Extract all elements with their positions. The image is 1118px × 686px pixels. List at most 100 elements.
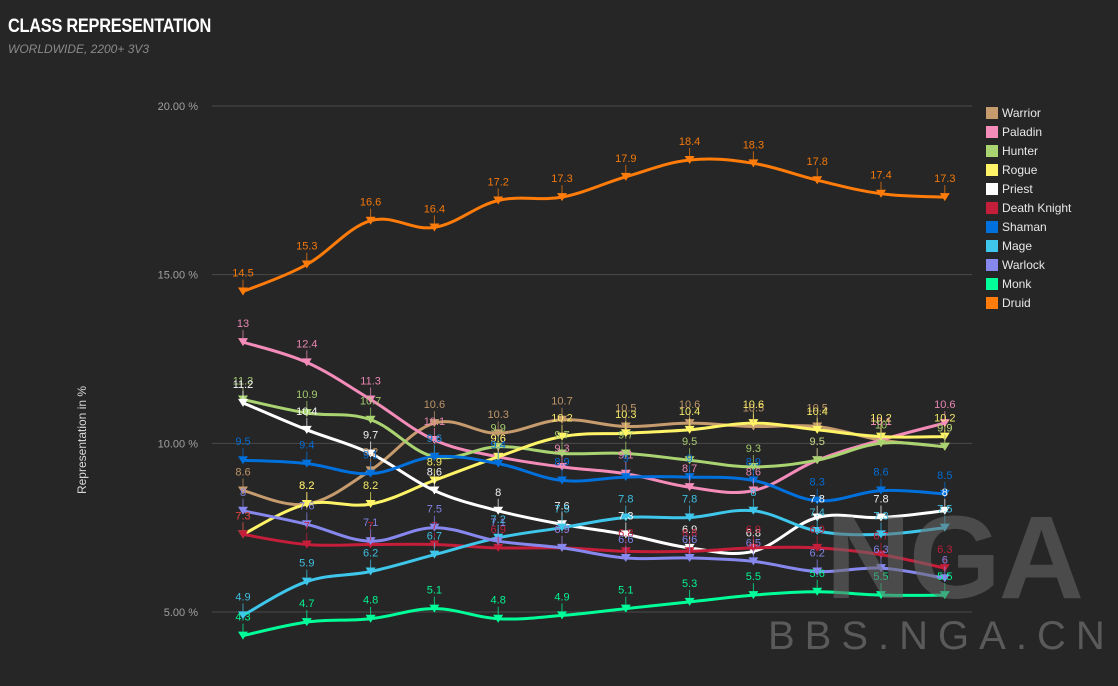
- data-point: [939, 193, 950, 202]
- data-label: 10.3: [487, 409, 508, 421]
- legend-item-rogue[interactable]: Rogue: [986, 160, 1071, 179]
- legend: Warrior Paladin Hunter Rogue Priest Death Kni…: [986, 103, 1071, 312]
- data-point: [493, 196, 504, 205]
- chart-title: CLASS REPRESENTATION: [8, 16, 212, 37]
- legend-item-paladin[interactable]: Paladin: [986, 122, 1071, 141]
- data-label: 8: [750, 487, 756, 499]
- data-label: 5.1: [618, 585, 633, 597]
- data-label: 10.3: [615, 409, 636, 421]
- data-point: [365, 614, 376, 623]
- data-label: 5.5: [746, 571, 761, 583]
- data-label: 6.7: [427, 531, 442, 543]
- data-point: [620, 530, 631, 539]
- y-tick-label: 20.00 %: [158, 101, 199, 113]
- data-point: [876, 439, 886, 448]
- series-line-druid: [241, 157, 947, 294]
- data-label: 7: [304, 521, 310, 533]
- data-point: [238, 287, 248, 296]
- data-point: [939, 489, 950, 498]
- data-point: [812, 513, 823, 522]
- data-label: 9.6: [427, 433, 442, 445]
- data-label: 8.6: [873, 467, 888, 479]
- legend-item-priest[interactable]: Priest: [986, 179, 1071, 198]
- data-label: 10.9: [296, 389, 317, 401]
- data-label: 17.2: [487, 176, 508, 188]
- data-point: [876, 530, 886, 539]
- data-point: [939, 574, 950, 583]
- data-point: [429, 223, 440, 232]
- data-label: 15.3: [296, 241, 317, 253]
- legend-item-warlock[interactable]: Warlock: [986, 255, 1071, 274]
- data-label: 7.8: [618, 494, 633, 506]
- data-point: [365, 216, 376, 225]
- legend-label: Druid: [1002, 295, 1031, 310]
- data-label: 6.3: [873, 544, 888, 556]
- data-label: 6.8: [682, 527, 697, 539]
- data-point: [939, 419, 950, 428]
- data-point: [812, 587, 823, 596]
- data-point: [493, 543, 504, 552]
- legend-item-death-knight[interactable]: Death Knight: [986, 198, 1071, 217]
- data-point: [748, 543, 759, 552]
- legend-swatch: [986, 239, 998, 252]
- legend-label: Monk: [1002, 276, 1032, 291]
- data-point: [620, 604, 631, 613]
- series-line-warlock: [241, 509, 947, 580]
- data-label: 10.4: [296, 406, 317, 418]
- data-label: 14.5: [232, 268, 253, 280]
- data-label: 8.2: [363, 480, 378, 492]
- data-point: [684, 456, 695, 465]
- data-label: 8.6: [427, 467, 442, 479]
- data-point: [301, 577, 312, 586]
- legend-item-monk[interactable]: Monk: [986, 274, 1071, 293]
- data-point: [557, 611, 567, 620]
- data-point: [493, 429, 504, 438]
- data-label: 5.6: [810, 568, 825, 580]
- data-label: 7.1: [491, 517, 506, 529]
- data-label: 8.3: [810, 477, 825, 489]
- data-label: 9.4: [299, 440, 314, 452]
- data-label: 10.5: [615, 402, 636, 414]
- legend-item-warrior[interactable]: Warrior: [986, 103, 1071, 122]
- data-point: [301, 425, 312, 434]
- data-label: 8.6: [235, 467, 250, 479]
- data-label: 8: [495, 487, 501, 499]
- data-label: 9: [623, 453, 629, 465]
- data-label: 9.2: [363, 446, 378, 458]
- data-label: 8.9: [554, 456, 569, 468]
- legend-item-shaman[interactable]: Shaman: [986, 217, 1071, 236]
- data-point: [238, 486, 248, 495]
- legend-item-druid[interactable]: Druid: [986, 293, 1071, 312]
- data-point: [301, 500, 312, 509]
- data-point: [939, 442, 950, 451]
- data-point: [429, 452, 440, 461]
- data-label: 6.8: [618, 527, 633, 539]
- watermark-url: BBS.NGA.CN: [768, 614, 1115, 658]
- data-point: [365, 500, 376, 509]
- legend-label: Hunter: [1002, 143, 1039, 158]
- data-label: 10.2: [934, 413, 955, 425]
- data-point: [557, 193, 567, 202]
- data-label: 9.5: [810, 436, 825, 448]
- data-label: 7.8: [810, 494, 825, 506]
- legend-item-hunter[interactable]: Hunter: [986, 141, 1071, 160]
- series-monk: [238, 587, 950, 640]
- data-point: [557, 476, 567, 485]
- data-label: 17.8: [806, 156, 827, 168]
- series-line-paladin: [241, 340, 947, 495]
- legend-item-mage[interactable]: Mage: [986, 236, 1071, 255]
- data-label: 7: [368, 521, 374, 533]
- data-point: [748, 486, 759, 495]
- data-label: 12.4: [296, 338, 317, 350]
- data-label: 9.7: [554, 429, 569, 441]
- data-label: 17.3: [551, 173, 572, 185]
- data-point: [620, 449, 631, 458]
- data-label: 4.9: [554, 591, 569, 603]
- data-label: 7.3: [873, 510, 888, 522]
- data-point: [301, 408, 312, 417]
- data-label: 9.6: [491, 433, 506, 445]
- data-label: 7.5: [427, 504, 442, 516]
- data-label: 6.2: [810, 548, 825, 560]
- data-point: [365, 567, 376, 576]
- data-label: 10.6: [679, 399, 700, 411]
